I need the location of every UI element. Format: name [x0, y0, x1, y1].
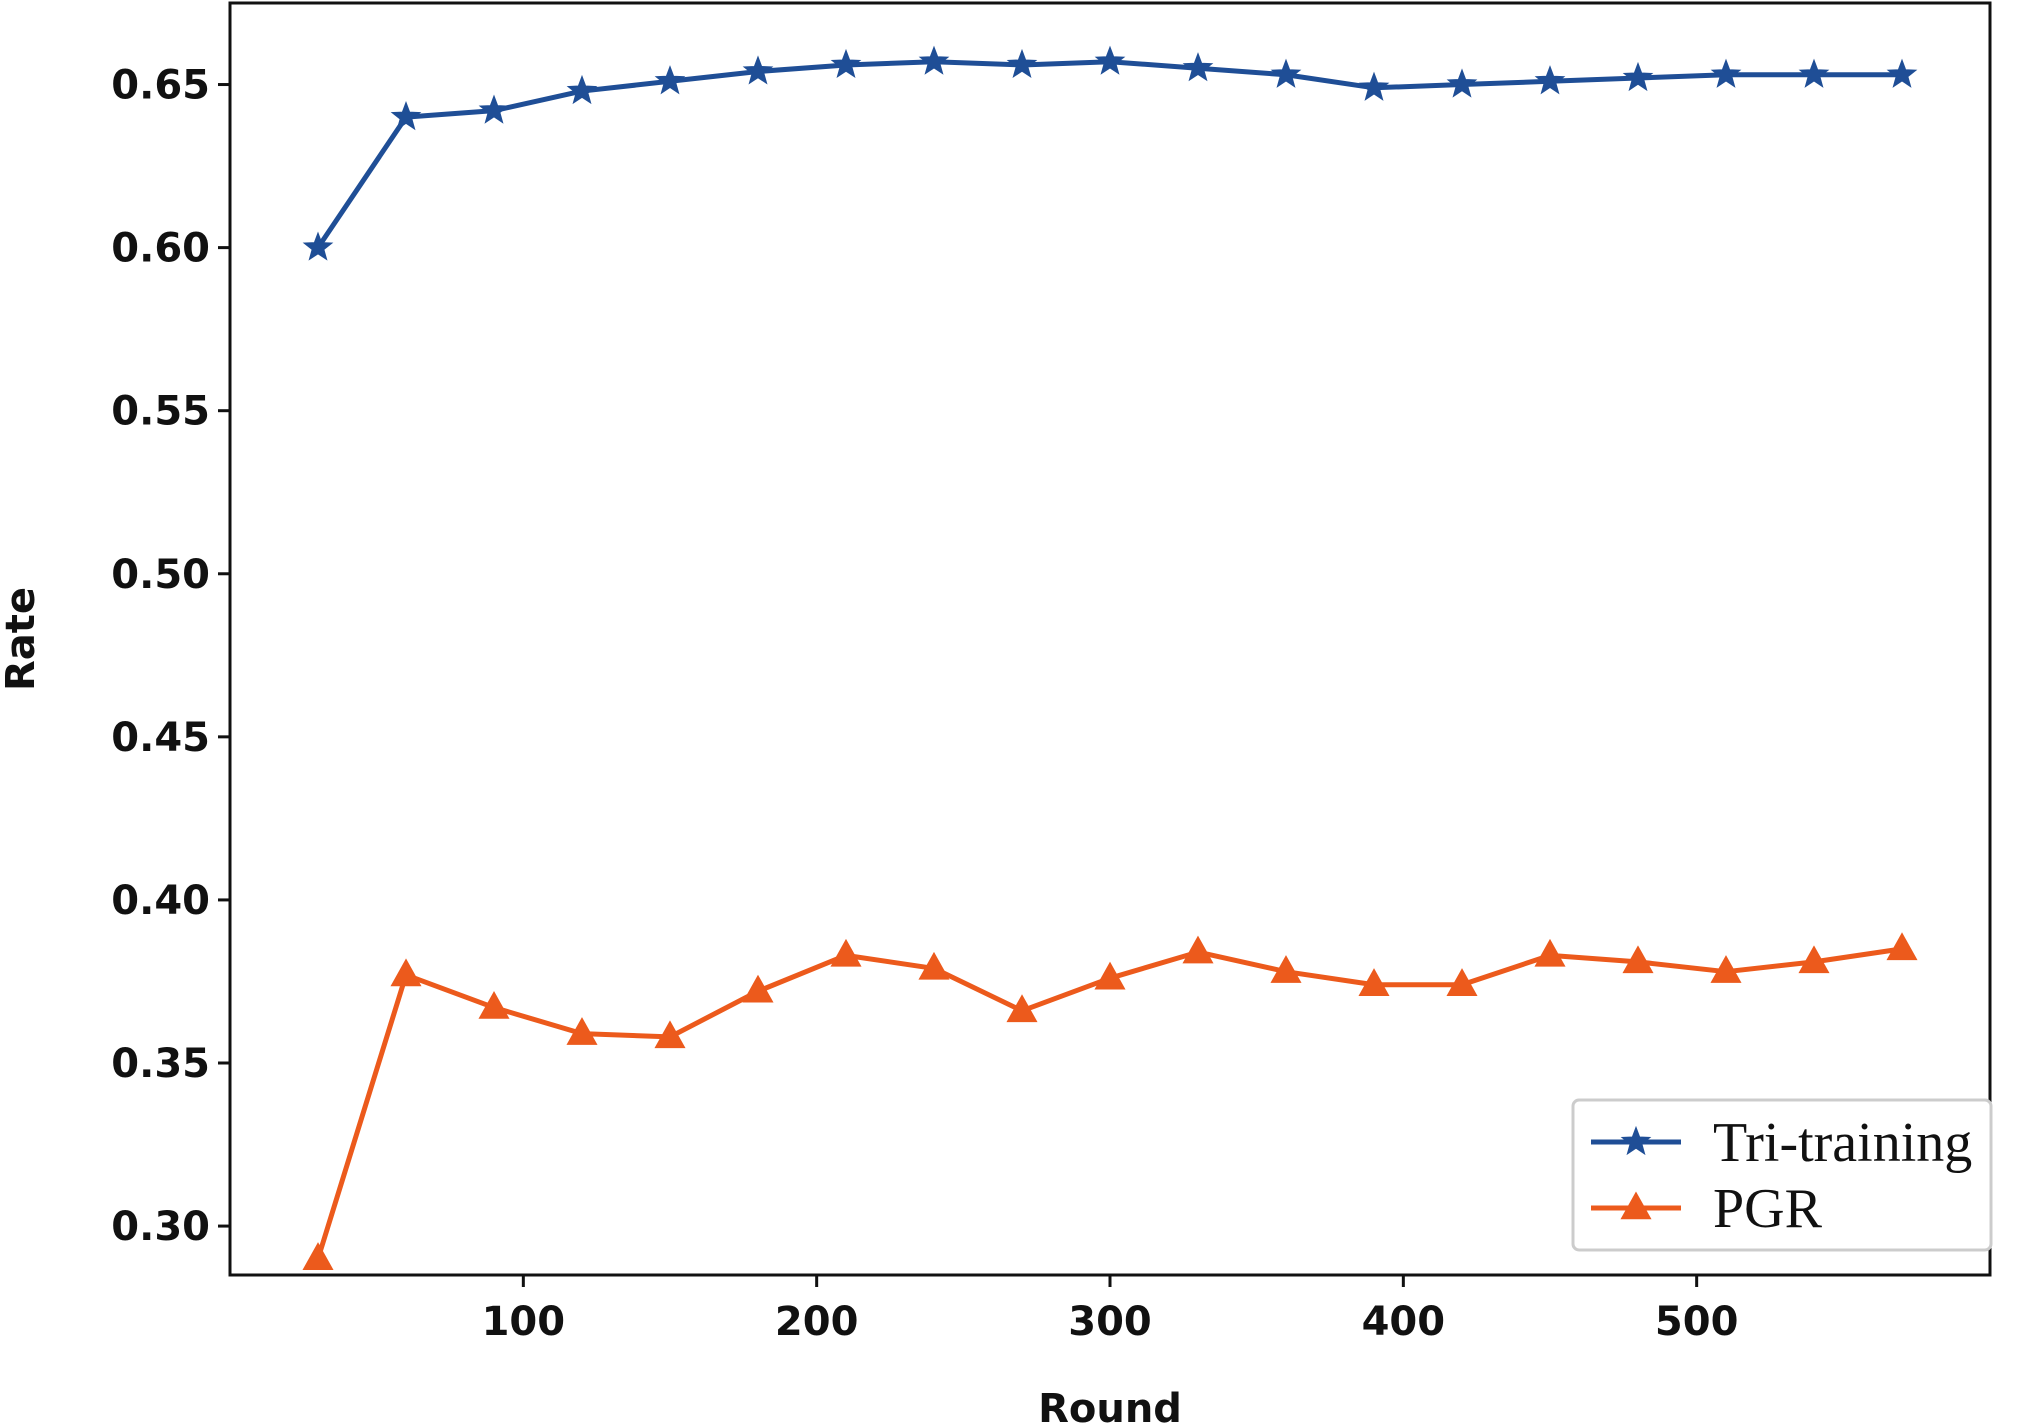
y-tick-label: 0.35	[111, 1041, 210, 1087]
legend-marker	[1620, 1125, 1652, 1156]
data-point	[918, 951, 950, 980]
x-tick-label: 300	[1068, 1299, 1152, 1345]
data-point	[1446, 968, 1478, 996]
plot-frame	[228, 1, 1992, 1277]
axes-layer	[228, 1, 1992, 1277]
data-point	[390, 958, 422, 987]
data-point	[1094, 45, 1126, 75]
y-tick-label: 0.65	[111, 63, 210, 109]
data-point	[654, 1020, 686, 1049]
y-axis-label: Rate	[0, 587, 44, 691]
data-point	[1358, 71, 1390, 101]
data-point	[1534, 65, 1566, 95]
data-point	[302, 1242, 334, 1270]
data-point	[1358, 968, 1390, 996]
data-point	[478, 94, 510, 124]
data-point	[1534, 938, 1566, 967]
data-point	[830, 938, 862, 967]
x-tick-label: 100	[482, 1299, 566, 1345]
y-axis-ticks: 0.30 0.35 0.40 0.45 0.50 0.55 0.60 0.65	[111, 63, 230, 1250]
legend-label: PGR	[1713, 1178, 1823, 1240]
data-point	[1094, 961, 1126, 990]
data-point	[1446, 68, 1478, 98]
series-tri-training	[302, 45, 1918, 261]
x-tick-label: 400	[1362, 1299, 1446, 1345]
x-tick-label: 200	[775, 1299, 859, 1345]
y-tick-label: 0.45	[111, 715, 210, 761]
data-point	[566, 1017, 598, 1045]
data-point	[1182, 935, 1214, 964]
data-point	[654, 65, 686, 95]
data-point	[1710, 955, 1742, 983]
y-tick-label: 0.40	[111, 878, 210, 924]
data-point	[566, 74, 598, 105]
legend-marker	[1620, 1191, 1652, 1220]
data-point	[1886, 932, 1918, 961]
data-point	[1006, 994, 1038, 1023]
data-point	[1622, 61, 1654, 92]
legend-box	[1571, 1098, 1993, 1252]
data-point	[1270, 955, 1302, 983]
legend-item: Tri-training	[1591, 1112, 1972, 1174]
data-point	[390, 101, 422, 131]
legend-item: PGR	[1591, 1178, 1823, 1240]
y-tick-label: 0.60	[111, 226, 210, 272]
data-point	[742, 55, 774, 85]
data-point	[1798, 58, 1830, 88]
y-tick-label: 0.55	[111, 389, 210, 435]
series-line	[315, 59, 1905, 251]
data-point	[1622, 945, 1654, 974]
data-point	[302, 231, 334, 261]
data-point	[1886, 58, 1918, 88]
data-point	[1798, 945, 1830, 974]
data-point	[1182, 52, 1214, 82]
x-tick-label: 500	[1655, 1299, 1739, 1345]
legend-label: Tri-training	[1713, 1112, 1972, 1174]
data-point	[1270, 58, 1302, 88]
data-point	[478, 991, 510, 1019]
y-tick-label: 0.50	[111, 552, 210, 598]
x-axis-label: Round	[1038, 1386, 1182, 1428]
y-tick-label: 0.30	[111, 1204, 210, 1250]
data-point	[1710, 58, 1742, 88]
series-pgr	[302, 932, 1918, 1270]
data-point	[830, 48, 862, 79]
data-point	[742, 974, 774, 1003]
data-point	[918, 45, 950, 75]
series-layer	[302, 45, 1918, 1270]
data-point	[1006, 48, 1038, 79]
x-axis-ticks: 100 200 300 400 500	[482, 1275, 1739, 1345]
